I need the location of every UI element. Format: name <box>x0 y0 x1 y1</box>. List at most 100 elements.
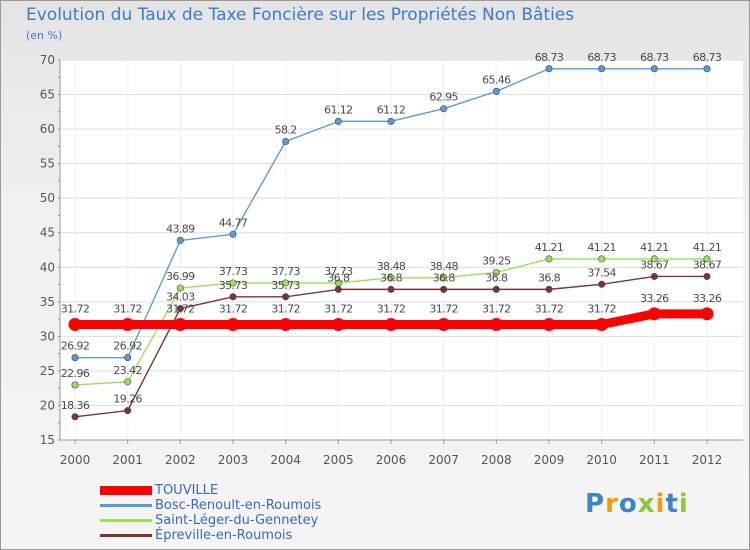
data-label-bosc: 44.77 <box>219 216 248 229</box>
legend-label-bosc: Bosc-Renoult-en-Roumois <box>155 498 322 513</box>
data-point-epreville <box>229 293 237 301</box>
data-point-saint_leger <box>229 279 237 287</box>
data-point-touville <box>700 307 714 321</box>
data-label-epreville: 36.8 <box>327 271 350 284</box>
data-label-epreville: 38.67 <box>640 258 669 271</box>
data-label-saint_leger: 41.21 <box>640 241 669 254</box>
y-tick-label: 25 <box>40 364 55 378</box>
data-label-bosc: 61.12 <box>324 103 353 116</box>
data-label-saint_leger: 41.21 <box>587 241 616 254</box>
data-point-saint_leger <box>387 274 395 282</box>
data-label-touville: 31.72 <box>482 302 511 315</box>
data-label-touville: 31.72 <box>219 302 248 315</box>
x-tick-label: 2000 <box>60 453 91 467</box>
data-point-touville <box>384 317 398 331</box>
data-point-saint_leger <box>492 268 500 276</box>
data-point-saint_leger <box>176 284 184 292</box>
data-point-bosc <box>440 105 448 113</box>
data-point-touville <box>226 317 240 331</box>
data-point-epreville <box>598 280 606 288</box>
data-label-epreville: 18.36 <box>61 399 90 412</box>
x-tick-label: 2010 <box>586 453 617 467</box>
data-point-bosc <box>598 65 606 73</box>
x-tick-label: 2006 <box>376 453 407 467</box>
y-tick-label: 50 <box>40 191 55 205</box>
data-label-saint_leger: 41.21 <box>693 241 722 254</box>
data-point-bosc <box>71 354 79 362</box>
legend-label-saint-leger: Saint-Léger-du-Gennetey <box>155 513 319 528</box>
logo-letter: t <box>665 489 679 519</box>
data-point-epreville <box>492 285 500 293</box>
data-point-bosc <box>387 117 395 125</box>
x-tick-label: 2012 <box>692 453 723 467</box>
data-point-touville <box>279 317 293 331</box>
x-tick-label: 2004 <box>270 453 301 467</box>
logo-letter: i <box>678 489 689 519</box>
logo-letter: i <box>655 489 666 519</box>
data-label-saint_leger: 22.96 <box>61 367 90 380</box>
data-point-saint_leger <box>440 274 448 282</box>
chart-title: Evolution du Taux de Taxe Foncière sur l… <box>26 5 575 25</box>
data-label-bosc: 68.73 <box>693 51 722 64</box>
data-point-touville <box>437 317 451 331</box>
x-tick-label: 2002 <box>165 453 196 467</box>
data-point-bosc <box>282 138 290 146</box>
y-tick-label: 35 <box>40 295 55 309</box>
y-unit-label: (en %) <box>26 29 63 42</box>
data-point-epreville <box>71 413 79 421</box>
data-label-bosc: 43.89 <box>166 222 195 235</box>
data-label-touville: 31.72 <box>377 302 406 315</box>
y-tick-label: 15 <box>40 433 55 447</box>
data-label-touville: 31.72 <box>535 302 564 315</box>
legend-swatch-bosc <box>100 504 152 507</box>
y-tick-label: 65 <box>40 88 55 102</box>
data-label-touville: 31.72 <box>429 302 458 315</box>
data-label-epreville: 35.73 <box>271 279 300 292</box>
data-point-saint_leger <box>703 255 711 263</box>
logo-letter: P <box>585 489 606 519</box>
data-label-bosc: 26.92 <box>113 340 142 353</box>
data-point-epreville <box>703 272 711 280</box>
data-label-touville: 31.72 <box>324 302 353 315</box>
data-label-saint_leger: 38.48 <box>377 260 406 273</box>
y-tick-label: 60 <box>40 122 55 136</box>
data-point-saint_leger <box>124 378 132 386</box>
data-point-epreville <box>387 285 395 293</box>
data-label-touville: 31.72 <box>587 302 616 315</box>
data-point-saint_leger <box>71 381 79 389</box>
data-point-saint_leger <box>282 279 290 287</box>
data-label-touville: 31.72 <box>166 302 195 315</box>
data-label-touville: 33.26 <box>640 292 669 305</box>
legend-swatch-epreville <box>100 534 152 537</box>
data-point-bosc <box>334 117 342 125</box>
data-label-bosc: 68.73 <box>535 51 564 64</box>
data-label-touville: 31.72 <box>61 302 90 315</box>
data-point-touville <box>173 317 187 331</box>
data-point-bosc <box>650 65 658 73</box>
data-label-bosc: 26.92 <box>61 340 90 353</box>
data-point-bosc <box>124 354 132 362</box>
data-point-touville <box>331 317 345 331</box>
data-label-bosc: 62.95 <box>429 91 458 104</box>
y-tick-label: 20 <box>40 398 55 412</box>
plot-area <box>60 60 743 440</box>
x-tick-label: 2011 <box>639 453 670 467</box>
data-label-bosc: 65.46 <box>482 73 511 86</box>
x-tick-label: 2008 <box>481 453 512 467</box>
data-label-saint_leger: 37.73 <box>219 265 248 278</box>
data-point-epreville <box>334 285 342 293</box>
data-point-epreville <box>650 272 658 280</box>
data-label-epreville: 36.8 <box>380 271 403 284</box>
data-point-saint_leger <box>545 255 553 263</box>
data-label-saint_leger: 36.99 <box>166 270 195 283</box>
data-point-bosc <box>703 65 711 73</box>
data-point-bosc <box>545 65 553 73</box>
data-label-epreville: 34.03 <box>166 291 195 304</box>
logo-letter: x <box>637 489 656 519</box>
data-label-epreville: 38.67 <box>693 258 722 271</box>
data-label-bosc: 68.73 <box>587 51 616 64</box>
data-label-epreville: 37.54 <box>587 266 616 279</box>
data-label-saint_leger: 23.42 <box>113 364 142 377</box>
data-label-bosc: 68.73 <box>640 51 669 64</box>
